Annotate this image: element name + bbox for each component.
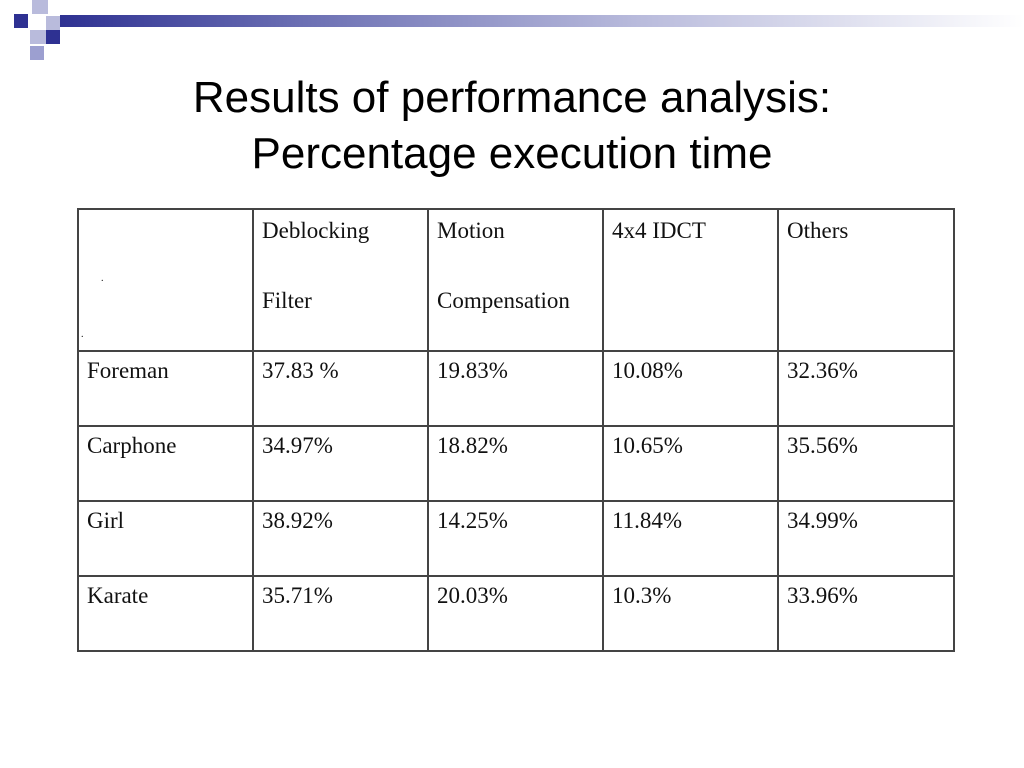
title-line-1: Results of performance analysis: — [192, 73, 832, 122]
table-header-cell: 4x4 IDCT — [602, 208, 779, 352]
title-line-2: Percentage execution time — [251, 129, 773, 178]
deco-square — [32, 0, 48, 14]
table-row: Girl 38.92% 14.25% 11.84% 34.99% — [77, 500, 955, 577]
table-cell: 35.71% — [252, 575, 429, 652]
header-line-2: Filter — [262, 288, 312, 313]
table-header-cell: Others — [777, 208, 955, 352]
deco-square — [30, 30, 46, 44]
table-row: Carphone 34.97% 18.82% 10.65% 35.56% — [77, 425, 955, 502]
table-cell: 32.36% — [777, 350, 955, 427]
table-cell: 37.83 % — [252, 350, 429, 427]
table-row: Karate 35.71% 20.03% 10.3% 33.96% — [77, 575, 955, 652]
table-cell: 38.92% — [252, 500, 429, 577]
table-cell: 18.82% — [427, 425, 604, 502]
table-cell: 10.65% — [602, 425, 779, 502]
deco-square — [30, 46, 44, 60]
deco-square — [14, 14, 28, 28]
table-cell: 14.25% — [427, 500, 604, 577]
table-cell: 10.08% — [602, 350, 779, 427]
deco-square — [46, 30, 60, 44]
results-table: . . Deblocking Filter Motion Compensatio… — [77, 208, 955, 652]
row-label: Girl — [77, 500, 254, 577]
row-label: Foreman — [77, 350, 254, 427]
table-header-corner: . . — [77, 208, 254, 352]
table-cell: 34.97% — [252, 425, 429, 502]
header-line-1: 4x4 IDCT — [612, 218, 706, 243]
table-cell: 20.03% — [427, 575, 604, 652]
table-cell: 33.96% — [777, 575, 955, 652]
header-line-2: Compensation — [437, 288, 570, 313]
row-label: Karate — [77, 575, 254, 652]
table-header-cell: Deblocking Filter — [252, 208, 429, 352]
deco-gradient-bar — [60, 15, 1024, 27]
table-header-row: . . Deblocking Filter Motion Compensatio… — [77, 208, 955, 352]
header-line-1: Deblocking — [262, 218, 370, 243]
deco-square — [46, 16, 60, 30]
table-cell: 11.84% — [602, 500, 779, 577]
table-row: Foreman 37.83 % 19.83% 10.08% 32.36% — [77, 350, 955, 427]
table-cell: 19.83% — [427, 350, 604, 427]
table-header-cell: Motion Compensation — [427, 208, 604, 352]
table-cell: 34.99% — [777, 500, 955, 577]
header-line-1: Others — [787, 218, 849, 243]
slide-title: Results of performance analysis: Percent… — [0, 70, 1024, 182]
row-label: Carphone — [77, 425, 254, 502]
table-cell: 35.56% — [777, 425, 955, 502]
table-cell: 10.3% — [602, 575, 779, 652]
header-line-1: Motion — [437, 218, 505, 243]
